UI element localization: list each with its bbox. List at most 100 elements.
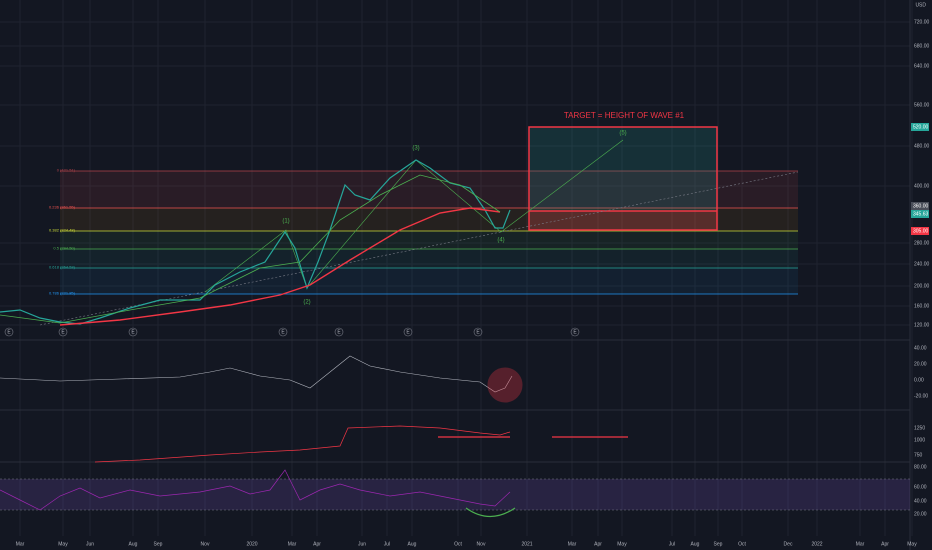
earnings-label: E — [573, 329, 577, 335]
indicator-line — [94, 425, 511, 463]
time-label: May — [907, 541, 917, 547]
earnings-marker — [128, 327, 138, 337]
price-label: 120.00 — [914, 322, 930, 328]
time-label: Dec — [784, 541, 793, 547]
rsi-label: 40.00 — [914, 498, 927, 504]
price-badge-label: 360.00 — [913, 203, 929, 209]
time-label: Mar — [288, 541, 297, 547]
earnings-marker — [58, 327, 68, 337]
fib-label: 0.5 (294.50) — [53, 246, 75, 251]
earnings-label: E — [7, 329, 11, 335]
fib-label: 0.618 (264.53) — [49, 265, 76, 270]
time-label: May — [58, 541, 68, 547]
time-label: Jul — [384, 541, 390, 547]
rsi-label: 80.00 — [914, 464, 927, 470]
earnings-label: E — [61, 329, 65, 335]
axis-unit: USD — [915, 2, 926, 8]
ema-ribbon — [0, 174, 501, 324]
price-badge — [911, 202, 929, 210]
price-badge — [911, 210, 929, 218]
highlight-circle — [487, 367, 523, 403]
time-label: 2020 — [246, 541, 257, 547]
earnings-marker — [403, 327, 413, 337]
time-label: Apr — [881, 541, 889, 547]
price-label: 720.00 — [914, 19, 930, 25]
fib-label: 0 (421.51) — [57, 168, 76, 173]
fib-zone — [60, 231, 798, 249]
wave-count — [204, 139, 624, 293]
moving-average — [59, 207, 501, 326]
price-label: 160.00 — [914, 303, 930, 309]
price-badge-label: 520.00 — [913, 124, 929, 130]
wave-label: (3) — [412, 146, 419, 152]
time-label: Aug — [408, 541, 417, 547]
price-badge-label: 345.63 — [913, 211, 929, 217]
time-label: Sep — [714, 541, 723, 547]
earnings-label: E — [406, 329, 410, 335]
rsi-label: 20.00 — [914, 511, 927, 517]
earnings-marker — [473, 327, 483, 337]
target-box — [528, 126, 718, 231]
time-label: Apr — [313, 541, 321, 547]
fib-label: 0.382 (324.48) — [49, 228, 76, 233]
price-badge-label: 305.00 — [913, 228, 929, 234]
time-label: Mar — [568, 541, 577, 547]
time-label: Aug — [691, 541, 700, 547]
fib-zone — [60, 208, 798, 231]
time-label: Jun — [358, 541, 366, 547]
price-label: 640.00 — [914, 63, 930, 69]
price-label: 480.00 — [914, 143, 930, 149]
price-label: 560.00 — [914, 102, 930, 108]
volume-label: 1000 — [914, 437, 925, 443]
annotation-arrow — [465, 507, 516, 518]
earnings-label: E — [476, 329, 480, 335]
fib-zone — [60, 268, 798, 294]
macd-label: 40.00 — [914, 345, 927, 351]
stop-zone — [529, 211, 717, 230]
rsi-label: 60.00 — [914, 484, 927, 490]
price-line — [0, 159, 511, 325]
time-label: 2021 — [521, 541, 532, 547]
wave-label: (2) — [303, 300, 310, 306]
target-zone — [529, 127, 717, 211]
price-label: 280.00 — [914, 240, 930, 246]
macd-label: 20.00 — [914, 361, 927, 367]
price-label: 200.00 — [914, 283, 930, 289]
wave-label: (5) — [619, 131, 626, 137]
time-label: Nov — [201, 541, 210, 547]
time-label: Jul — [669, 541, 675, 547]
wave-label: (1) — [282, 219, 289, 225]
earnings-marker — [4, 327, 14, 337]
macd-label: -20.00 — [914, 393, 928, 399]
earnings-label: E — [131, 329, 135, 335]
target-note: TARGET = HEIGHT OF WAVE #1 — [564, 111, 685, 120]
rsi-band — [0, 479, 910, 510]
earnings-label: E — [281, 329, 285, 335]
price-label: 680.00 — [914, 43, 930, 49]
price-label: 240.00 — [914, 261, 930, 267]
time-label: Mar — [16, 541, 25, 547]
volume-label: 1250 — [914, 425, 925, 431]
wave-label: (4) — [497, 238, 504, 244]
macd-label: 0.00 — [914, 377, 924, 383]
price-badge — [911, 227, 929, 235]
macd-line — [0, 355, 513, 393]
time-label: Nov — [477, 541, 486, 547]
fib-zone — [60, 249, 798, 268]
time-label: Oct — [454, 541, 462, 547]
time-label: Aug — [129, 541, 138, 547]
price-label: 400.00 — [914, 183, 930, 189]
time-label: 2022 — [811, 541, 822, 547]
time-label: Mar — [856, 541, 865, 547]
price-badge — [911, 123, 929, 131]
fib-label: 0.236 (361.55) — [49, 205, 76, 210]
earnings-label: E — [337, 329, 341, 335]
time-label: May — [617, 541, 627, 547]
earnings-marker — [570, 327, 580, 337]
time-label: Sep — [154, 541, 163, 547]
time-label: Oct — [738, 541, 746, 547]
earnings-marker — [334, 327, 344, 337]
time-label: Jun — [86, 541, 94, 547]
